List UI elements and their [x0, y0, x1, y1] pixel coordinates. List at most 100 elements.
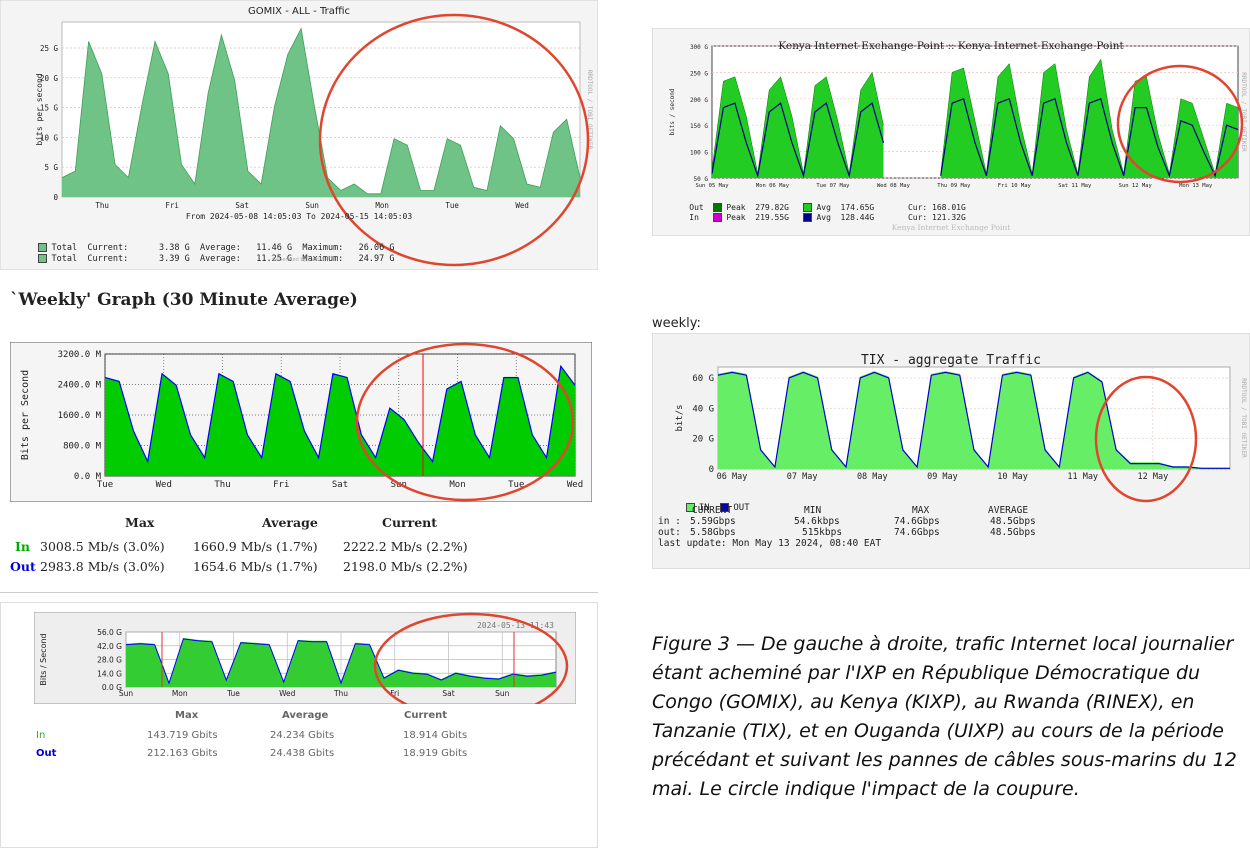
gomix-legend-swatch — [38, 254, 48, 263]
gomix-footer: Generated by Cacti® — [272, 257, 326, 263]
kixp-legend-in: In Peak 219.55G Avg 128.44G Cur: 121.32G — [689, 213, 966, 222]
y-tick-label: 20 G — [40, 74, 59, 83]
series-line-in-avg — [711, 102, 885, 179]
y-tick-label: 1600.0 M — [58, 411, 102, 421]
tix-in-max: 74.6Gbps — [894, 516, 940, 527]
x-tick-label: Tue — [445, 201, 459, 210]
weekly-header-max: Max — [125, 515, 155, 530]
tix-title: TIX - aggregate Traffic — [860, 353, 1041, 368]
third-stats: Max Average Current In 143.719 Gbits 24.… — [0, 710, 600, 760]
y-axis-label: Bits / Second — [39, 633, 48, 685]
third-header-average: Average — [282, 710, 329, 721]
weekly-out-label: Out — [10, 559, 36, 574]
kixp-footer: Kenya Internet Exchange Point — [891, 223, 1011, 232]
gomix-traffic-chart: 25 G 20 G 15 G 10 G 5 G 0 Thu Fri Sat Sun Mon Tue We… — [0, 0, 598, 270]
third-in-avg: 24.234 Gbits — [270, 730, 335, 741]
tix-out-average: 48.5Gbps — [990, 527, 1036, 538]
third-out-label: Out — [36, 748, 57, 759]
x-tick-label: Fri — [165, 201, 179, 210]
x-tick-label: Mon — [449, 480, 465, 490]
rrdtool-side-text: RRDTOOL / TOBI OETIKER — [1240, 72, 1247, 152]
kixp-out-avg-swatch — [803, 203, 813, 212]
impact-highlight-circle — [355, 342, 575, 502]
tix-in-label: in : — [658, 516, 681, 527]
weekly-header-current: Current — [382, 515, 438, 530]
y-tick-label: 15 G — [40, 104, 59, 113]
x-tick-label: Sat — [332, 480, 348, 490]
y-tick-label: 250 G — [690, 70, 708, 77]
x-tick-label: Sat 11 May — [1058, 183, 1092, 189]
third-in-cur: 18.914 Gbits — [403, 730, 468, 741]
tix-chart-svg: 60 G 40 G 20 G 006 May 07 May 08 May 09 May 10 … — [652, 333, 1250, 569]
x-tick-label: 07 May — [787, 472, 818, 482]
tix-in-min: 54.6kbps — [794, 516, 840, 527]
y-tick-label: 20 G — [692, 435, 714, 445]
x-tick-label: Wed 08 May — [877, 183, 911, 189]
x-tick-label: Mon — [172, 689, 188, 698]
tix-last-update: last update: Mon May 13 2024, 08:40 EAT — [658, 538, 882, 549]
series-line-out-avg — [940, 58, 1239, 174]
x-tick-label: Wed — [279, 689, 296, 698]
impact-highlight-circle — [1094, 375, 1198, 503]
impact-highlight-circle — [318, 13, 590, 267]
weekly-out-cur: 2198.0 Mb/s (2.2%) — [343, 559, 468, 574]
x-tick-label: Tue — [97, 480, 113, 490]
y-tick-label: 0.0 M — [74, 472, 102, 482]
third-in-max: 143.719 Gbits — [147, 730, 218, 741]
timestamp: 2024-05-13 11:43 — [477, 621, 554, 630]
y-tick-label: 300 G — [690, 44, 708, 51]
gomix-chart-svg: 25 G 20 G 15 G 10 G 5 G 0 Thu Fri Sat Sun Mon Tue We… — [0, 0, 598, 270]
tix-out-current: 5.58Gbps — [690, 527, 736, 538]
weekly-in-cur: 2222.2 Mb/s (2.2%) — [343, 539, 468, 554]
x-tick-label: 08 May — [857, 472, 888, 482]
x-tick-label: Fri 10 May — [998, 183, 1032, 189]
tix-header-average: AVERAGE — [988, 505, 1029, 516]
gomix-subtitle: From 2024-05-08 14:05:03 To 2024-05-15 1… — [185, 212, 413, 221]
kixp-legend-out: Out Peak 279.82G Avg 174.65G Cur: 168.01… — [689, 203, 966, 212]
x-tick-label: 09 May — [927, 472, 958, 482]
tix-traffic-chart: 60 G 40 G 20 G 0 06 May 07 May 08 May 09 May 10 … — [652, 333, 1250, 569]
section-divider — [0, 592, 598, 593]
x-tick-label: Sun — [495, 689, 510, 698]
third-in-label: In — [36, 730, 46, 741]
tix-header-max: MAX — [912, 505, 930, 516]
y-tick-label: 2400.0 M — [58, 381, 102, 391]
x-tick-label: Wed — [515, 201, 529, 210]
weekly-label: weekly: — [652, 316, 701, 331]
y-tick-label: 60 G — [692, 374, 714, 384]
y-tick-label: 3200.0 M — [58, 350, 102, 360]
x-tick-label: Sat — [442, 689, 454, 698]
y-tick-label: 200 G — [690, 97, 708, 104]
gomix-legend-row-2: Total Current: 3.39 G Average: 11.25 G M… — [18, 244, 395, 274]
kixp-traffic-chart: 300 G 250 G 200 G 150 G 100 G 50 G Sun 05 May M… — [652, 28, 1250, 236]
y-tick-label: 50 G — [694, 176, 709, 183]
third-header-max: Max — [175, 710, 199, 721]
series-area-total — [62, 28, 580, 197]
tix-out-swatch — [720, 503, 730, 512]
x-tick-label: Thu — [333, 689, 348, 698]
x-tick-label: Wed — [156, 480, 172, 490]
third-out-max: 212.163 Gbits — [147, 748, 218, 759]
tix-in-swatch — [685, 503, 695, 512]
figure-caption: Figure 3 — De gauche à droite, trafic In… — [652, 633, 1237, 800]
series-area-in — [718, 371, 1230, 469]
x-tick-label: Wed — [567, 480, 583, 490]
series-line-out — [717, 371, 1230, 469]
weekly-stats: Max Average Current In 3008.5 Mb/s (3.0%… — [0, 515, 600, 585]
y-tick-label: 5 G — [44, 163, 58, 172]
y-tick-label: 42.0 G — [97, 642, 122, 651]
gomix-legend-row-1: Total Current: 3.38 G Average: 11.46 G M… — [18, 233, 395, 263]
x-tick-label: Mon 06 May — [756, 183, 790, 189]
x-tick-label: Mon — [375, 201, 389, 210]
weekly-out-avg: 1654.6 Mb/s (1.7%) — [193, 559, 318, 574]
tix-in-current: 5.59Gbps — [690, 516, 736, 527]
series-line-out — [125, 638, 557, 685]
y-axis-label: Bits per Second — [20, 370, 31, 460]
weekly-in-label: In — [15, 539, 30, 554]
x-tick-label: 06 May — [717, 472, 748, 482]
tix-header-current: CURRENT — [692, 505, 733, 516]
x-tick-label: Tue — [508, 480, 524, 490]
x-tick-label: 10 May — [997, 472, 1028, 482]
series-area-in — [126, 637, 556, 687]
